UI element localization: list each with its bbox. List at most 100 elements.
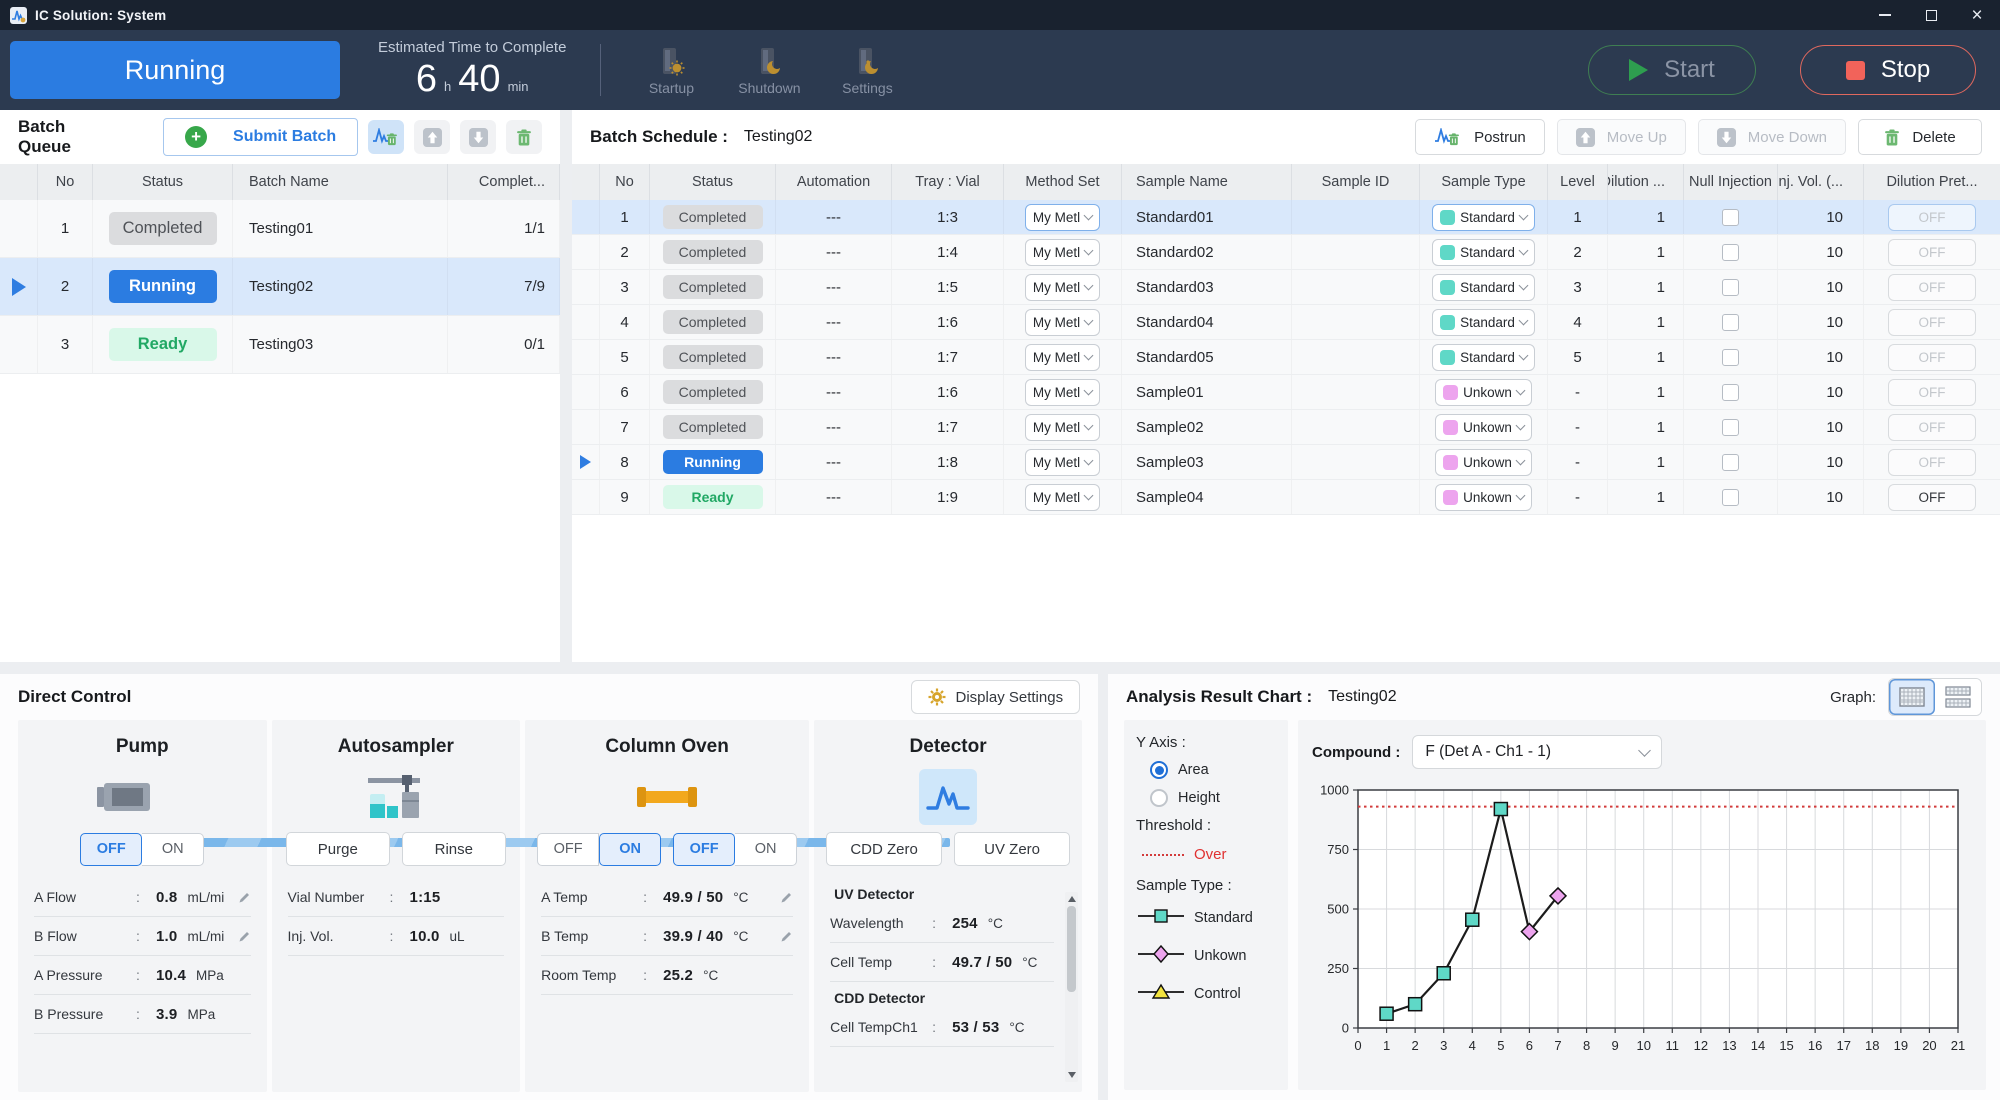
dilution-pret-button[interactable]: OFF	[1888, 239, 1976, 266]
scroll-down-icon[interactable]	[1068, 1072, 1076, 1078]
schedule-row[interactable]: 2Completed---1:4My MetlStandard02Standar…	[572, 235, 2000, 270]
submit-batch-button[interactable]: + Submit Batch	[163, 118, 358, 156]
schedule-row[interactable]: 5Completed---1:7My MetlStandard05Standar…	[572, 340, 2000, 375]
schedule-row[interactable]: 8Running---1:8My MetlSample03Unkown-110O…	[572, 445, 2000, 480]
schedule-row[interactable]: 1Completed---1:3My MetlStandard01Standar…	[572, 200, 2000, 235]
sample-type-select[interactable]: Standard	[1432, 239, 1535, 266]
edit-pencil-icon[interactable]	[238, 891, 251, 904]
queue-row[interactable]: 3ReadyTesting030/1	[0, 316, 560, 374]
move-down-button[interactable]: Move Down	[1698, 119, 1846, 155]
detector-scrollbar[interactable]	[1065, 892, 1078, 1082]
null-injection-checkbox[interactable]	[1722, 349, 1739, 366]
y-axis-option-height[interactable]: Height	[1150, 789, 1276, 807]
maximize-button[interactable]	[1908, 0, 1954, 30]
method-set-select[interactable]: My Metl	[1025, 239, 1100, 266]
uv-zero-button[interactable]: UV Zero	[954, 832, 1070, 866]
sample-type-select[interactable]: Unkown	[1435, 379, 1532, 406]
dilution-pret-button[interactable]: OFF	[1888, 344, 1976, 371]
graph-single-button[interactable]	[1889, 679, 1935, 715]
system-status-button[interactable]: Running	[10, 41, 340, 99]
oven-a-on-option[interactable]: ON	[599, 833, 661, 866]
field-value: 1:15	[410, 889, 441, 906]
y-axis-option-area[interactable]: Area	[1150, 761, 1276, 779]
dilution-pret-button[interactable]: OFF	[1888, 449, 1976, 476]
method-set-select[interactable]: My Metl	[1025, 414, 1100, 441]
sample-type-select[interactable]: Standard	[1432, 274, 1535, 301]
edit-pencil-icon[interactable]	[780, 891, 793, 904]
move-up-queue-button[interactable]	[414, 120, 450, 154]
method-set-select[interactable]: My Metl	[1025, 344, 1100, 371]
purge-button[interactable]: Purge	[286, 832, 390, 866]
queue-row[interactable]: 2RunningTesting027/9	[0, 258, 560, 316]
minimize-button[interactable]	[1862, 0, 1908, 30]
dilution-pret-button[interactable]: OFF	[1888, 484, 1976, 511]
method-set-select-value: My Metl	[1033, 280, 1080, 295]
graph-split-button[interactable]	[1935, 679, 1981, 715]
svg-text:7: 7	[1554, 1038, 1561, 1053]
method-set-select[interactable]: My Metl	[1025, 204, 1100, 231]
cdd-zero-button[interactable]: CDD Zero	[826, 832, 942, 866]
stop-button[interactable]: Stop	[1800, 45, 1976, 95]
edit-pencil-icon[interactable]	[238, 930, 251, 943]
schedule-row[interactable]: 6Completed---1:6My MetlSample01Unkown-11…	[572, 375, 2000, 410]
rinse-button[interactable]: Rinse	[402, 832, 506, 866]
scroll-up-icon[interactable]	[1068, 896, 1076, 902]
null-injection-checkbox[interactable]	[1722, 314, 1739, 331]
chevron-down-icon	[1515, 386, 1525, 396]
delete-button[interactable]: Delete	[1858, 119, 1982, 155]
null-injection-checkbox[interactable]	[1722, 279, 1739, 296]
sample-type-select[interactable]: Unkown	[1435, 484, 1532, 511]
schedule-row[interactable]: 3Completed---1:5My MetlStandard03Standar…	[572, 270, 2000, 305]
oven-a-off-option[interactable]: OFF	[537, 833, 599, 866]
nav-shutdown[interactable]: Shutdown	[729, 45, 809, 96]
oven-b-on-option[interactable]: ON	[735, 833, 797, 866]
sample-type-select[interactable]: Standard	[1432, 309, 1535, 336]
radio-selected-icon[interactable]	[1150, 761, 1168, 779]
dilution-pret-button[interactable]: OFF	[1888, 379, 1976, 406]
start-button[interactable]: Start	[1588, 45, 1756, 95]
dilution-pret-button[interactable]: OFF	[1888, 309, 1976, 336]
nav-startup[interactable]: Startup	[631, 45, 711, 96]
sample-type-select[interactable]: Standard	[1432, 204, 1535, 231]
oven-b-off-option[interactable]: OFF	[673, 833, 735, 866]
move-down-queue-button[interactable]	[460, 120, 496, 154]
dilution-pret-button[interactable]: OFF	[1888, 274, 1976, 301]
radio-unselected-icon[interactable]	[1150, 789, 1168, 807]
dilution-pret-button[interactable]: OFF	[1888, 414, 1976, 441]
sample-type-select[interactable]: Unkown	[1435, 414, 1532, 441]
postrun-button[interactable]: Postrun	[1415, 119, 1545, 155]
nav-settings[interactable]: Settings	[827, 45, 907, 96]
pump-off-option[interactable]: OFF	[80, 833, 142, 866]
schedule-row[interactable]: 9Ready---1:9My MetlSample04Unkown-110OFF	[572, 480, 2000, 515]
schedule-row[interactable]: 7Completed---1:7My MetlSample02Unkown-11…	[572, 410, 2000, 445]
method-set-select[interactable]: My Metl	[1025, 449, 1100, 476]
pump-on-option[interactable]: ON	[142, 833, 204, 866]
display-settings-button[interactable]: Display Settings	[911, 680, 1081, 714]
schedule-row-sample-id	[1292, 305, 1420, 339]
null-injection-checkbox[interactable]	[1722, 454, 1739, 471]
schedule-row[interactable]: 4Completed---1:6My MetlStandard04Standar…	[572, 305, 2000, 340]
edit-pencil-icon[interactable]	[780, 930, 793, 943]
null-injection-checkbox[interactable]	[1722, 384, 1739, 401]
method-set-select[interactable]: My Metl	[1025, 309, 1100, 336]
svg-text:1: 1	[1383, 1038, 1390, 1053]
method-set-select[interactable]: My Metl	[1025, 379, 1100, 406]
null-injection-checkbox[interactable]	[1722, 489, 1739, 506]
schedule-row-tray-vial: 1:3	[892, 200, 1004, 234]
move-up-button[interactable]: Move Up	[1557, 119, 1686, 155]
queue-row[interactable]: 1CompletedTesting011/1	[0, 200, 560, 258]
sample-type-select[interactable]: Unkown	[1435, 449, 1532, 476]
delete-queue-button[interactable]	[506, 120, 542, 154]
sample-type-select[interactable]: Standard	[1432, 344, 1535, 371]
close-button[interactable]: ×	[1954, 0, 2000, 30]
postrun-queue-button[interactable]	[368, 120, 404, 154]
null-injection-checkbox[interactable]	[1722, 244, 1739, 261]
method-set-select[interactable]: My Metl	[1025, 484, 1100, 511]
chevron-down-icon	[1515, 491, 1525, 501]
dilution-pret-button[interactable]: OFF	[1888, 204, 1976, 231]
scrollbar-thumb[interactable]	[1067, 906, 1076, 992]
compound-select[interactable]: F (Det A - Ch1 - 1)	[1412, 735, 1662, 769]
method-set-select[interactable]: My Metl	[1025, 274, 1100, 301]
null-injection-checkbox[interactable]	[1722, 209, 1739, 226]
null-injection-checkbox[interactable]	[1722, 419, 1739, 436]
